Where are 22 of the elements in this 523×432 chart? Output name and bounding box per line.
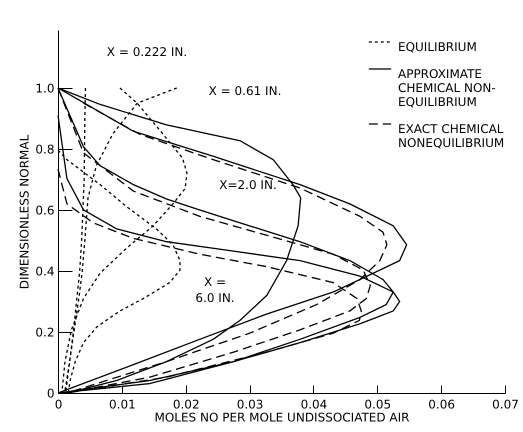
x-axis-title: MOLES NO PER MOLE UNDISSOCIATED AIR [154,410,410,424]
x-tick-label: 0.04 [300,398,328,412]
y-tick-label: 0 [46,386,54,400]
y-axis-title: DIMENSIONLESS NORMAL [17,134,32,290]
x-tick-label: 0.01 [109,398,136,412]
annotation: X = 6.0 IN. [195,275,235,305]
x-tick-label: 0.02 [172,398,200,412]
y-tick-label: 0.2 [35,325,54,340]
legend-label: EXACT CHEMICAL NONEQUILIBRIUM [398,122,504,150]
x-tick-label: 0.06 [428,398,455,412]
y-tick-label: 0.8 [35,142,54,156]
x-tick-label: 0.07 [492,398,519,412]
annotation: X=2.0 IN. [219,178,277,192]
x-tick-label: 0.03 [236,398,264,412]
legend-label: EQUILIBRIUM [398,40,477,54]
legend-label: APPROXIMATE CHEMICAL NON- EQUILIBRIUM [398,67,496,109]
y-tick-label: 0.6 [35,203,54,218]
x-tick-label: 0.05 [364,398,392,412]
annotation: X = 0.222 IN. [106,45,188,59]
annotation: X = 0.61 IN. [208,84,282,98]
y-tick-label: 0.4 [35,264,54,278]
y-tick-label: 1.0 [35,81,54,96]
